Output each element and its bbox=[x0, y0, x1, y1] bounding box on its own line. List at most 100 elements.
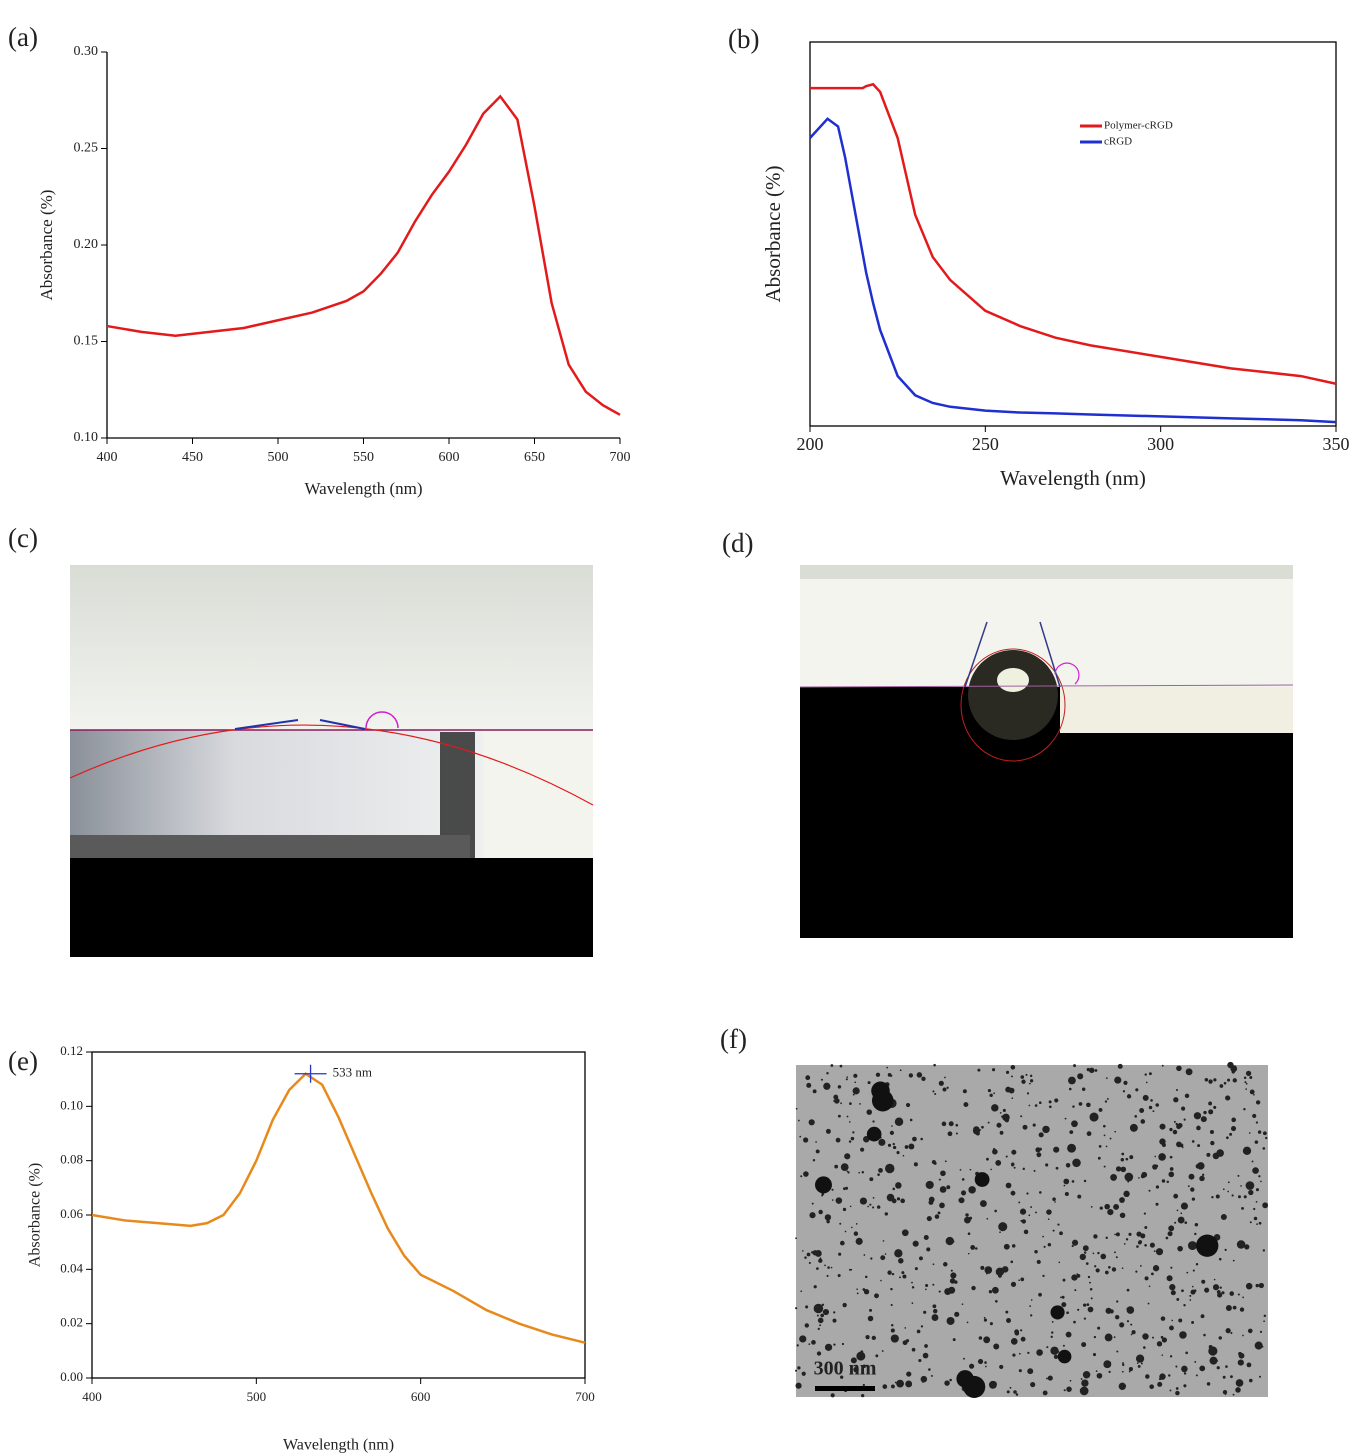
particle bbox=[925, 1284, 929, 1288]
particle bbox=[1077, 1194, 1082, 1199]
particle bbox=[1057, 1223, 1060, 1226]
particle bbox=[1103, 1165, 1106, 1168]
particle bbox=[963, 1357, 965, 1360]
particle bbox=[1225, 1305, 1232, 1312]
particle bbox=[906, 1371, 912, 1377]
particle bbox=[899, 1276, 901, 1279]
particle bbox=[1014, 1329, 1020, 1335]
particle bbox=[1042, 1125, 1050, 1134]
particle bbox=[1167, 1231, 1173, 1237]
particle bbox=[1090, 1206, 1093, 1208]
particle bbox=[1166, 1180, 1170, 1184]
particle bbox=[1030, 1382, 1036, 1388]
particle bbox=[1177, 1216, 1185, 1224]
particle bbox=[894, 1249, 903, 1258]
particle bbox=[1142, 1094, 1149, 1101]
panel-label: (c) bbox=[8, 523, 38, 553]
particle bbox=[1249, 1075, 1253, 1079]
particle bbox=[1089, 1281, 1091, 1284]
particle bbox=[1258, 1282, 1265, 1289]
particle bbox=[1203, 1333, 1206, 1337]
particle bbox=[941, 1121, 947, 1127]
particle bbox=[1081, 1379, 1089, 1387]
particle bbox=[947, 1131, 953, 1137]
particle bbox=[818, 1209, 823, 1215]
particle bbox=[944, 1160, 947, 1163]
particle bbox=[867, 1081, 871, 1085]
particle bbox=[1136, 1362, 1139, 1365]
particle bbox=[1047, 1218, 1050, 1220]
y-axis-label: Absorbance (%) bbox=[37, 190, 56, 301]
particle bbox=[1000, 1267, 1003, 1270]
particle bbox=[1062, 1344, 1065, 1347]
particle bbox=[959, 1169, 962, 1171]
particle bbox=[1066, 1311, 1069, 1315]
particle bbox=[1062, 1278, 1066, 1282]
particle bbox=[1038, 1292, 1042, 1297]
particle bbox=[912, 1136, 917, 1142]
particle bbox=[931, 1159, 936, 1165]
particle bbox=[1122, 1362, 1124, 1365]
particle bbox=[864, 1275, 868, 1279]
particle bbox=[1020, 1075, 1025, 1079]
particle bbox=[1119, 1213, 1124, 1217]
particle bbox=[820, 1313, 824, 1318]
x-tick-label: 350 bbox=[1323, 434, 1350, 454]
particle bbox=[840, 1375, 844, 1379]
particle bbox=[913, 1162, 918, 1167]
particle bbox=[928, 1368, 931, 1371]
particle bbox=[838, 1252, 842, 1256]
particle bbox=[1185, 1351, 1188, 1355]
particle bbox=[837, 1085, 842, 1089]
particle bbox=[846, 1076, 849, 1078]
particle bbox=[840, 1163, 849, 1172]
particle bbox=[1029, 1074, 1033, 1078]
particle bbox=[860, 1350, 864, 1354]
particle bbox=[894, 1381, 897, 1384]
data-line bbox=[106, 94, 621, 416]
particle bbox=[1125, 1238, 1129, 1241]
particle bbox=[849, 1102, 852, 1105]
particle bbox=[1249, 1089, 1255, 1095]
particle bbox=[1081, 1342, 1087, 1348]
particle bbox=[1228, 1097, 1231, 1100]
particle bbox=[1200, 1116, 1207, 1123]
particle bbox=[816, 1267, 819, 1270]
x-tick-label: 300 bbox=[1147, 434, 1174, 454]
particle bbox=[1036, 1349, 1043, 1356]
particle bbox=[1232, 1078, 1237, 1083]
particle bbox=[1190, 1187, 1195, 1192]
particle bbox=[1078, 1102, 1083, 1106]
particle bbox=[1221, 1291, 1225, 1295]
particle bbox=[1114, 1251, 1116, 1254]
particle bbox=[869, 1308, 872, 1312]
particle bbox=[898, 1258, 904, 1264]
annotation: 533 nm bbox=[333, 1065, 372, 1080]
particle bbox=[934, 1092, 937, 1095]
x-tick-label: 450 bbox=[182, 450, 203, 465]
particle bbox=[1244, 1244, 1250, 1250]
particle bbox=[1176, 1124, 1182, 1130]
particle bbox=[1053, 1354, 1059, 1360]
particle bbox=[1030, 1206, 1033, 1209]
particle bbox=[948, 1286, 956, 1294]
particle bbox=[1245, 1082, 1248, 1085]
particle bbox=[1115, 1256, 1118, 1259]
particle bbox=[1010, 1190, 1016, 1196]
particle bbox=[992, 1148, 998, 1155]
particle bbox=[862, 1364, 867, 1368]
y-tick-label: 0.06 bbox=[60, 1206, 83, 1221]
particle bbox=[855, 1237, 863, 1245]
particle bbox=[1169, 1355, 1173, 1358]
particle bbox=[920, 1325, 924, 1328]
particle bbox=[932, 1263, 935, 1266]
particle bbox=[875, 1354, 879, 1358]
particle bbox=[1161, 1064, 1164, 1067]
particle bbox=[891, 1324, 894, 1327]
particle bbox=[1175, 1088, 1178, 1092]
particle bbox=[1174, 1221, 1177, 1224]
particle bbox=[1115, 1232, 1120, 1237]
particle bbox=[1252, 1113, 1257, 1119]
particle bbox=[894, 1117, 904, 1127]
particle bbox=[816, 1314, 819, 1317]
